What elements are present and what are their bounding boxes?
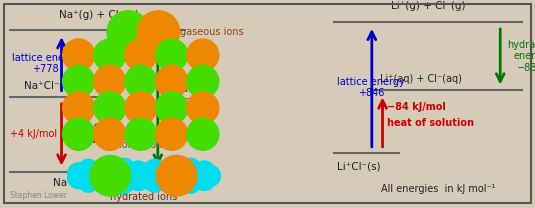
Ellipse shape — [68, 163, 89, 184]
Ellipse shape — [194, 169, 215, 191]
Text: Li⁺Cl⁻(s): Li⁺Cl⁻(s) — [337, 161, 381, 171]
Ellipse shape — [78, 159, 99, 181]
Text: All energies  in kJ mol⁻¹: All energies in kJ mol⁻¹ — [381, 184, 496, 194]
Ellipse shape — [187, 118, 219, 150]
Ellipse shape — [180, 172, 201, 193]
Text: −84 kJ/mol: −84 kJ/mol — [387, 102, 446, 112]
Text: ionic solid: ionic solid — [119, 140, 168, 150]
Text: +4 kJ/mol: +4 kJ/mol — [10, 129, 57, 139]
Text: heat of solution: heat of solution — [387, 118, 474, 128]
Ellipse shape — [156, 118, 188, 150]
Ellipse shape — [127, 161, 149, 182]
Text: hydrated ions: hydrated ions — [110, 192, 177, 202]
Ellipse shape — [199, 165, 220, 186]
Ellipse shape — [125, 65, 157, 98]
Ellipse shape — [156, 155, 197, 196]
Ellipse shape — [63, 92, 95, 124]
Ellipse shape — [63, 65, 95, 98]
Ellipse shape — [161, 172, 182, 194]
Ellipse shape — [134, 167, 156, 189]
Ellipse shape — [161, 158, 182, 179]
Ellipse shape — [127, 169, 149, 191]
Ellipse shape — [94, 65, 126, 98]
Ellipse shape — [156, 39, 188, 71]
Ellipse shape — [134, 163, 156, 184]
Ellipse shape — [180, 158, 201, 180]
Text: Stephen Lower: Stephen Lower — [10, 191, 67, 200]
Ellipse shape — [95, 158, 116, 179]
Ellipse shape — [95, 172, 116, 194]
Ellipse shape — [125, 39, 157, 71]
Text: Na⁺(g) + Cl⁻(g): Na⁺(g) + Cl⁻(g) — [59, 10, 139, 20]
Ellipse shape — [63, 118, 95, 150]
Ellipse shape — [137, 11, 180, 54]
Text: lattice energy
+778: lattice energy +778 — [12, 53, 80, 74]
Ellipse shape — [90, 155, 131, 196]
Ellipse shape — [187, 92, 219, 124]
Text: lattice energy
+846: lattice energy +846 — [337, 77, 405, 98]
Ellipse shape — [194, 161, 215, 182]
Ellipse shape — [94, 92, 126, 124]
Ellipse shape — [94, 118, 126, 150]
Text: Li⁺(g) + Cl⁻(g): Li⁺(g) + Cl⁻(g) — [391, 1, 465, 11]
Ellipse shape — [156, 92, 188, 124]
Ellipse shape — [156, 65, 188, 98]
Ellipse shape — [125, 118, 157, 150]
Text: Na⁺(aq) + Cl⁻(aq): Na⁺(aq) + Cl⁻(aq) — [52, 178, 146, 188]
Text: Na⁺Cl⁻(s): Na⁺Cl⁻(s) — [24, 80, 73, 90]
Ellipse shape — [68, 167, 89, 189]
Text: heat of
solution: heat of solution — [74, 123, 118, 145]
Ellipse shape — [144, 159, 165, 181]
Text: hydration
energy
−774: hydration energy −774 — [160, 84, 208, 118]
Ellipse shape — [187, 65, 219, 98]
Ellipse shape — [94, 39, 126, 71]
Ellipse shape — [144, 171, 165, 192]
Text: hydration
energy
−884: hydration energy −884 — [507, 40, 535, 73]
Ellipse shape — [78, 171, 99, 192]
Ellipse shape — [63, 39, 95, 71]
Ellipse shape — [113, 158, 135, 180]
Ellipse shape — [113, 172, 135, 193]
Ellipse shape — [125, 92, 157, 124]
Text: Li⁺(aq) + Cl⁻(aq): Li⁺(aq) + Cl⁻(aq) — [380, 74, 462, 84]
Ellipse shape — [187, 39, 219, 71]
Ellipse shape — [107, 11, 150, 54]
Text: gaseous ions: gaseous ions — [180, 27, 243, 37]
Ellipse shape — [133, 165, 154, 186]
